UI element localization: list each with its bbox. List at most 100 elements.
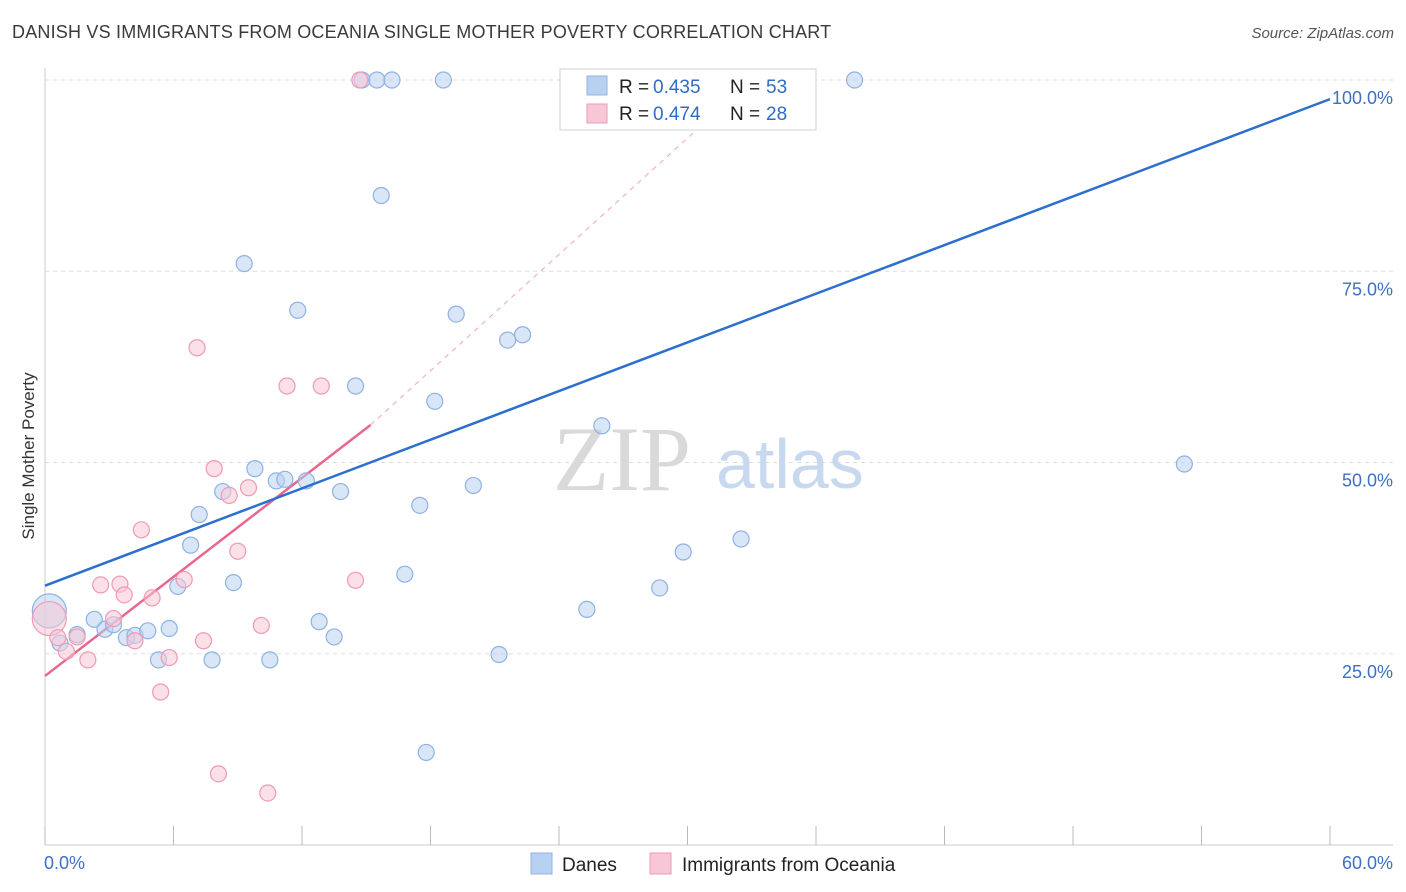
oceania-point bbox=[57, 642, 76, 661]
oceania-point bbox=[68, 628, 86, 646]
y-tick-labels: 25.0% 50.0% 75.0% 100.0% bbox=[1332, 88, 1393, 682]
danes-point bbox=[411, 496, 429, 514]
grid-lines bbox=[45, 79, 1393, 655]
watermark-atlas: atlas bbox=[716, 425, 864, 503]
oceania-swatch bbox=[649, 852, 672, 875]
oceania-point bbox=[351, 71, 369, 89]
oceania-r-label: R = bbox=[619, 104, 649, 125]
stats-legend: R = 0.435 N = 53 R = 0.474 N = 28 bbox=[559, 68, 817, 131]
watermark-zip: ZIP bbox=[553, 408, 691, 510]
oceania-point bbox=[49, 629, 67, 647]
source-label: Source: ZipAtlas.com bbox=[1251, 25, 1394, 42]
oceania-point bbox=[160, 648, 178, 667]
danes-point bbox=[490, 645, 508, 664]
series-legend: Danes Immigrants from Oceania bbox=[530, 852, 896, 876]
danes-point bbox=[139, 622, 157, 640]
danes-point bbox=[325, 628, 343, 646]
y-tick-label-2: 75.0% bbox=[1342, 279, 1393, 299]
oceania-point bbox=[312, 377, 330, 395]
oceania-trend bbox=[44, 79, 753, 677]
axes bbox=[44, 68, 1393, 846]
oceania-n-value: 28 bbox=[766, 104, 787, 125]
oceania-point bbox=[115, 586, 133, 604]
danes-point bbox=[160, 619, 178, 638]
oceania-r-value: 0.474 bbox=[653, 104, 701, 125]
danes-n-label: N = bbox=[730, 77, 760, 98]
danes-point bbox=[224, 574, 243, 592]
danes-point bbox=[289, 301, 307, 319]
danes-point bbox=[674, 543, 692, 561]
oceania-point bbox=[79, 651, 97, 669]
danes-point bbox=[246, 460, 264, 478]
oceania-n-label: N = bbox=[730, 104, 760, 125]
oceania-point bbox=[175, 570, 193, 589]
danes-point bbox=[578, 600, 596, 618]
danes-point bbox=[190, 505, 208, 524]
danes-point bbox=[261, 651, 279, 669]
y-tick-label-1: 50.0% bbox=[1342, 471, 1393, 491]
oceania-point bbox=[220, 486, 238, 504]
danes-n-value: 53 bbox=[766, 77, 787, 98]
watermark: ZIP atlas bbox=[553, 408, 864, 510]
danes-legend-swatch bbox=[586, 75, 608, 96]
danes-point bbox=[368, 71, 386, 89]
oceania-point bbox=[252, 616, 270, 635]
oceania-point bbox=[143, 589, 161, 607]
danes-point bbox=[310, 613, 328, 631]
danes-point bbox=[845, 71, 864, 89]
oceania-point bbox=[259, 784, 277, 802]
danes-point bbox=[182, 536, 200, 554]
y-axis-label: Single Mother Poverty bbox=[19, 372, 38, 540]
danes-point bbox=[499, 331, 517, 349]
danes-point bbox=[434, 71, 452, 89]
oceania-trend-line-2 bbox=[370, 79, 753, 426]
oceania-point bbox=[209, 765, 228, 783]
danes-r-value: 0.435 bbox=[653, 77, 701, 98]
danes-point bbox=[417, 743, 435, 762]
danes-point bbox=[651, 579, 669, 597]
danes-point bbox=[447, 305, 465, 323]
danes-point bbox=[346, 377, 365, 395]
oceania-point bbox=[104, 609, 123, 628]
x-tick-right: 60.0% bbox=[1342, 853, 1393, 873]
danes-point bbox=[372, 186, 390, 205]
danes-point bbox=[513, 326, 532, 344]
danes-point bbox=[331, 482, 350, 501]
x-tick-left: 0.0% bbox=[44, 853, 85, 873]
danes-trend bbox=[44, 97, 1331, 587]
oceania-point bbox=[229, 542, 247, 560]
danes-point bbox=[276, 470, 294, 488]
danes-legend-label: Danes bbox=[562, 855, 617, 876]
oceania-point bbox=[194, 632, 213, 650]
danes-point bbox=[85, 610, 103, 628]
danes-point bbox=[396, 565, 414, 583]
oceania-point bbox=[188, 339, 206, 357]
oceania-points bbox=[31, 71, 369, 802]
danes-point bbox=[383, 71, 401, 89]
danes-trend-line-0 bbox=[44, 97, 1331, 587]
oceania-point bbox=[205, 460, 223, 478]
oceania-point bbox=[346, 571, 365, 589]
danes-swatch bbox=[530, 852, 553, 875]
oceania-point bbox=[92, 576, 110, 594]
danes-r-label: R = bbox=[619, 77, 649, 98]
oceania-point bbox=[31, 600, 67, 637]
danes-point bbox=[732, 530, 750, 548]
oceania-legend-label: Immigrants from Oceania bbox=[682, 855, 896, 876]
y-tick-label-0: 25.0% bbox=[1342, 662, 1393, 682]
oceania-point bbox=[126, 632, 144, 650]
y-tick-label-3: 100.0% bbox=[1332, 88, 1393, 108]
oceania-point bbox=[278, 377, 296, 395]
danes-point bbox=[235, 255, 253, 273]
danes-point bbox=[1175, 455, 1193, 473]
chart-title: DANISH VS IMMIGRANTS FROM OCEANIA SINGLE… bbox=[12, 22, 832, 42]
danes-point bbox=[464, 476, 482, 495]
danes-point bbox=[593, 417, 611, 435]
oceania-point bbox=[239, 479, 258, 497]
oceania-legend-swatch bbox=[586, 103, 608, 124]
danes-point bbox=[426, 392, 444, 410]
oceania-point bbox=[152, 683, 170, 701]
danes-point bbox=[203, 651, 221, 669]
oceania-point bbox=[132, 521, 150, 539]
